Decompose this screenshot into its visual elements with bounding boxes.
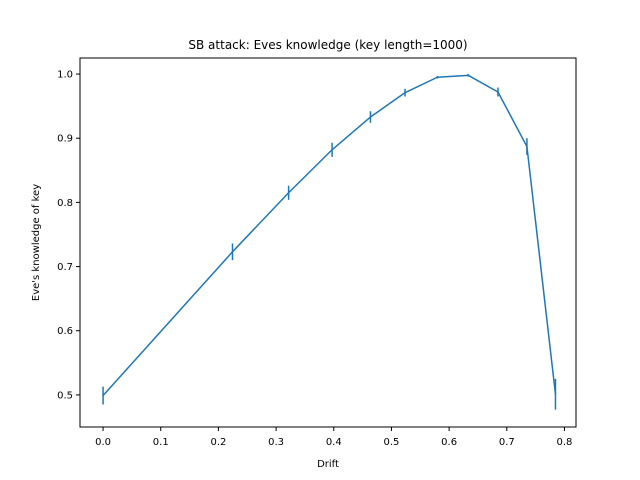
y-tick-label: 0.9 — [57, 134, 73, 145]
x-tick-label: 0.5 — [383, 437, 399, 448]
chart-title: SB attack: Eves knowledge (key length=10… — [188, 38, 467, 52]
y-tick-label: 0.7 — [57, 262, 73, 273]
x-tick-label: 0.1 — [153, 437, 169, 448]
x-tick-label: 0.4 — [326, 437, 342, 448]
plot-area: 0.0 0.1 0.2 0.3 0.4 0.5 0.6 0.7 0.8 0.5 0.6 0.7 0.8 0… — [57, 70, 572, 448]
x-tick-label: 0.6 — [441, 437, 457, 448]
y-tick-label: 0.8 — [57, 198, 73, 209]
y-tick-label: 0.5 — [57, 390, 73, 401]
x-tick-label: 0.7 — [499, 437, 515, 448]
x-tick-label: 0.0 — [95, 437, 111, 448]
x-tick-label: 0.8 — [557, 437, 573, 448]
x-axis-label: Drift — [317, 459, 339, 470]
y-axis-label: Eve's knowledge of key — [31, 184, 42, 301]
y-tick-label: 1.0 — [57, 70, 73, 81]
y-tick-label: 0.6 — [57, 326, 73, 337]
x-tick-label: 0.3 — [268, 437, 284, 448]
x-tick-label: 0.2 — [210, 437, 226, 448]
axes-frame — [79, 57, 577, 428]
